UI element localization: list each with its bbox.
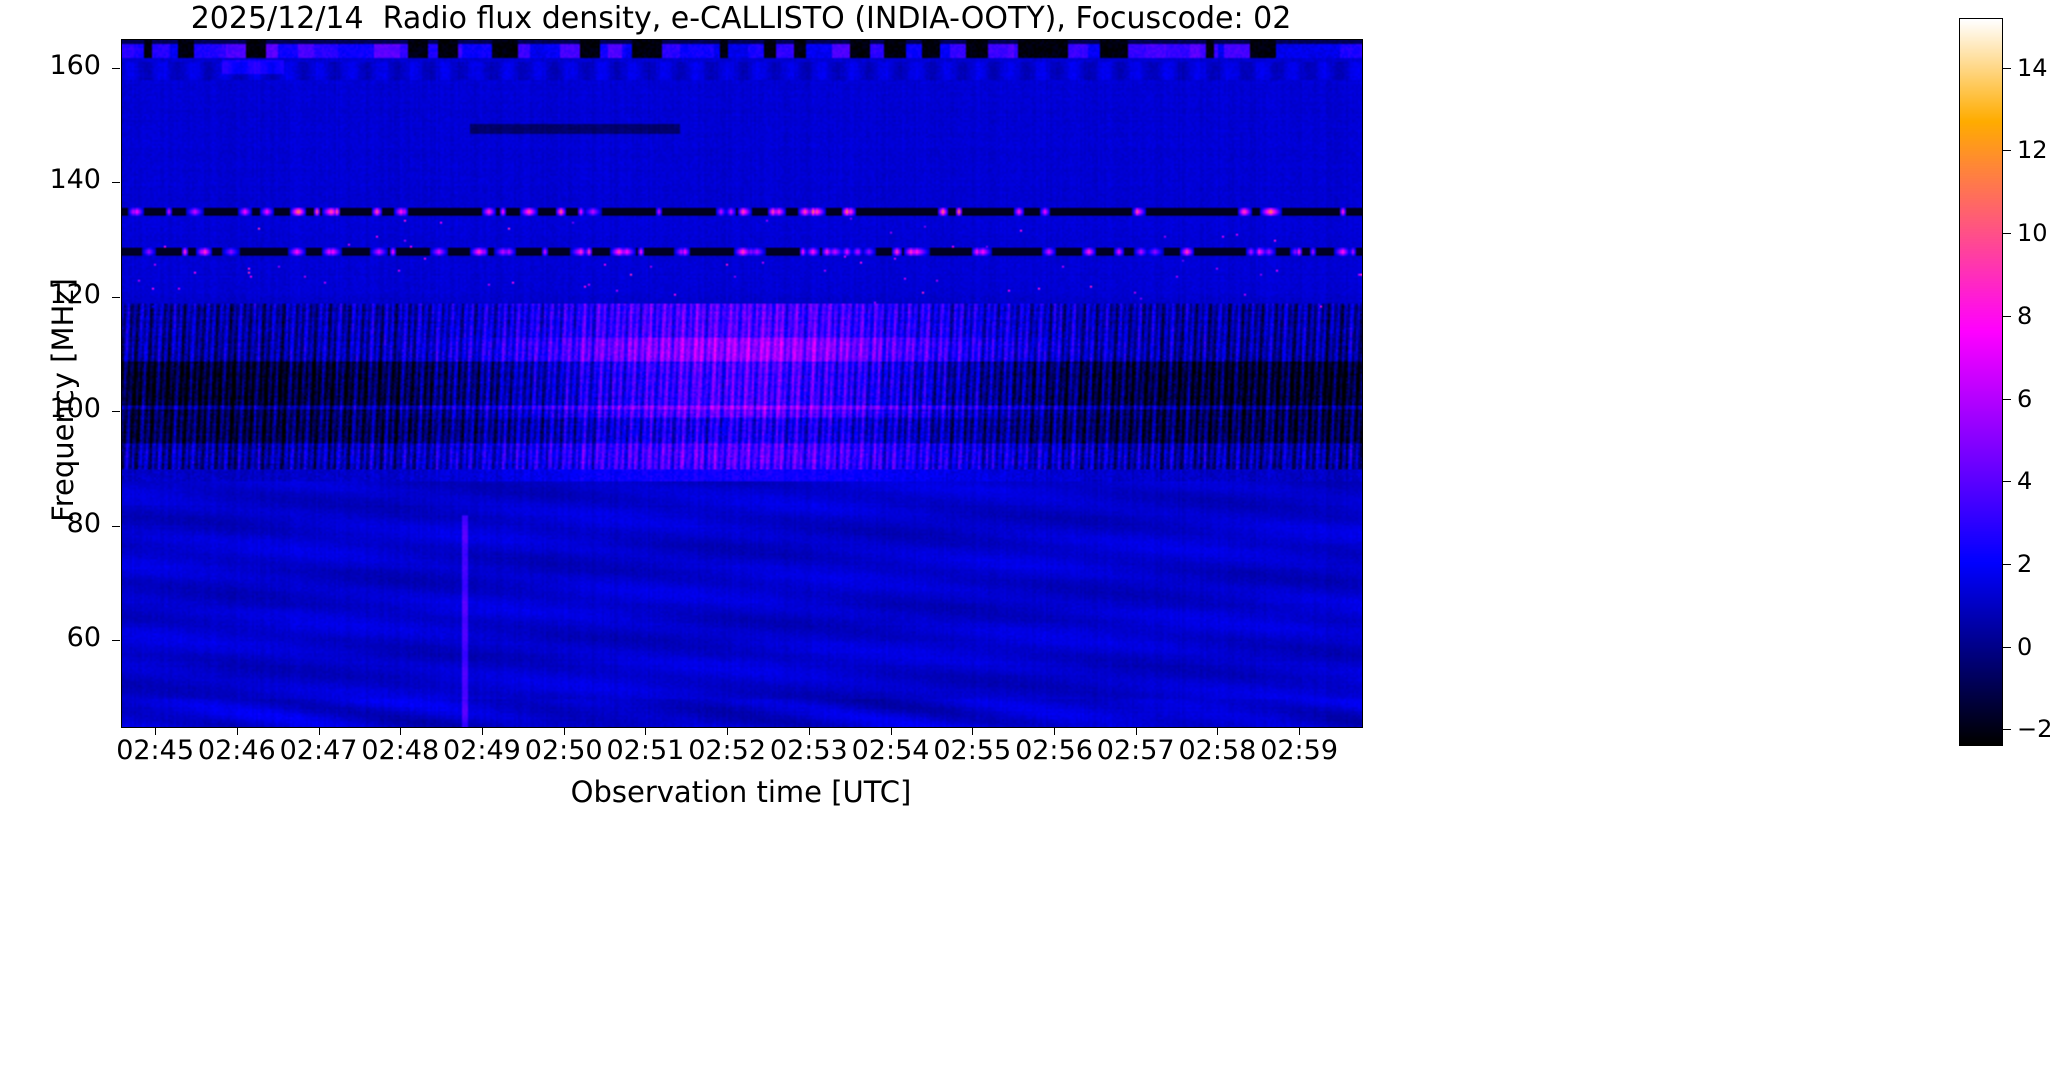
x-axis-tick-mark [481, 727, 483, 735]
y-axis-tick-label: 160 [49, 49, 101, 81]
colorbar-tick-label: −2 [2017, 715, 2053, 744]
colorbar-tick-mark [2003, 481, 2011, 483]
y-axis-tick-label: 100 [49, 393, 101, 425]
y-axis-tick-label: 80 [66, 507, 101, 539]
colorbar-tick-label: 6 [2017, 384, 2033, 413]
x-axis-tick-mark [972, 727, 974, 735]
colorbar-tick-label: 2 [2017, 550, 2033, 578]
colorbar-tick-mark [2003, 564, 2011, 565]
x-axis-tick-mark [1053, 727, 1055, 735]
x-axis-label: Observation time [UTC] [570, 775, 912, 809]
colorbar-tick-mark [2003, 315, 2011, 317]
y-axis-tick-mark [112, 67, 120, 69]
y-axis-tick-label: 140 [49, 164, 101, 196]
colorbar-tick-label: 8 [2017, 301, 2033, 330]
y-axis-tick-mark [112, 525, 120, 527]
colorbar-tick-label: 12 [2017, 136, 2048, 165]
colorbar: 14 12 10 8 6 4 2 0 −2 [1959, 18, 2052, 746]
x-axis-tick-label: 02:46 [197, 735, 276, 766]
x-axis-tick-mark [727, 727, 729, 735]
colorbar-tick-label: 4 [2017, 467, 2033, 496]
page-title: 2025/12/14 Radio flux density, e-CALLIST… [190, 1, 1292, 36]
x-axis-tick-mark [1135, 727, 1137, 735]
x-axis-tick-label: 02:47 [279, 735, 358, 766]
x-axis-tick-mark [400, 727, 402, 735]
x-axis-tick-label: 02:48 [361, 735, 440, 766]
x-axis-tick-mark [318, 727, 320, 735]
colorbar-tick-mark [2003, 646, 2011, 648]
y-axis-tick-mark [112, 411, 120, 413]
x-axis-tick-label: 02:45 [116, 735, 194, 766]
colorbar-tick-label: 0 [2017, 632, 2033, 661]
y-axis-tick-label: 120 [49, 278, 101, 310]
x-axis-tick-label: 02:54 [851, 735, 930, 766]
x-axis-tick-mark [1217, 727, 1219, 735]
x-axis-tick-label: 02:49 [443, 735, 521, 766]
colorbar-tick-label: 14 [2017, 53, 2048, 82]
colorbar-tick-label: 10 [2017, 219, 2048, 248]
x-axis-tick-label: 02:58 [1178, 735, 1257, 766]
x-axis-tick-mark [890, 727, 892, 735]
y-axis-tick-mark [112, 640, 120, 642]
x-axis-tick-label: 02:56 [1015, 735, 1093, 766]
colorbar-tick-mark [2003, 233, 2011, 235]
colorbar-gradient [1959, 18, 2003, 746]
spectrogram-axes [121, 39, 1363, 728]
colorbar-tick-mark [2003, 67, 2011, 69]
x-axis-tick-label: 02:59 [1260, 735, 1339, 766]
y-axis-tick-mark [112, 296, 120, 298]
y-axis-tick-mark [112, 182, 120, 184]
x-axis-tick-label: 02:52 [688, 735, 767, 766]
x-axis-tick-mark [1299, 727, 1301, 735]
x-axis-tick-label: 02:51 [606, 735, 685, 766]
x-axis-tick-label: 02:50 [524, 735, 603, 766]
x-axis-tick-label: 02:55 [933, 735, 1012, 766]
colorbar-tick-mark [2003, 729, 2011, 731]
x-axis-tick-mark [645, 727, 647, 735]
x-axis-tick-mark [155, 727, 157, 735]
x-axis-tick-mark [563, 727, 565, 735]
spectrogram-image [122, 40, 1362, 727]
x-axis-tick-label: 02:53 [769, 735, 848, 766]
x-axis-tick-mark [236, 727, 238, 735]
x-axis-tick-mark [808, 727, 810, 735]
colorbar-tick-mark [2003, 398, 2011, 400]
colorbar-tick-mark [2003, 150, 2011, 152]
y-axis-tick-label: 60 [66, 622, 101, 654]
x-axis-tick-label: 02:57 [1096, 735, 1175, 766]
